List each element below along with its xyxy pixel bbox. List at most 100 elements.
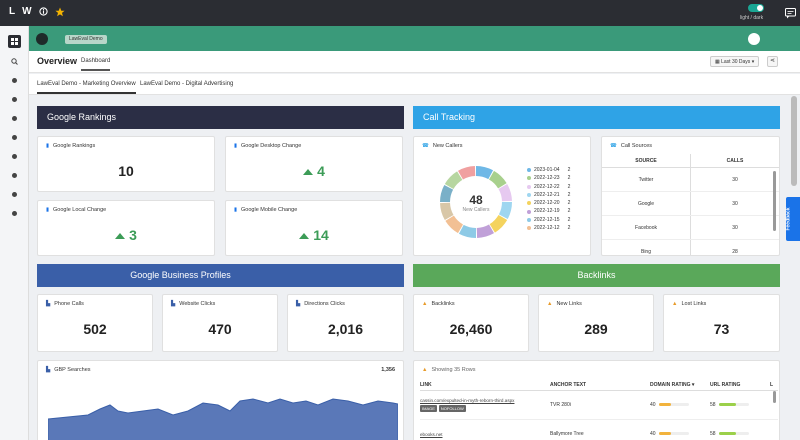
theme-toggle[interactable]: [748, 4, 764, 12]
sidebar-item-calls[interactable]: [8, 131, 21, 144]
donut-slice[interactable]: [498, 184, 512, 202]
legend-item: 2022-12-23 2: [527, 174, 570, 182]
donut-slice[interactable]: [458, 166, 476, 180]
date-range-select[interactable]: ▦ Last 30 Days ▾: [710, 56, 760, 67]
table-scrollbar[interactable]: [773, 391, 776, 403]
link-url[interactable]: ebooks.net: [420, 431, 443, 437]
bar-chart-icon: ▮: [234, 143, 238, 149]
legend-item: 2022-12-19 2: [527, 207, 570, 215]
legend-swatch: [527, 226, 531, 231]
legend-count: 2: [567, 191, 571, 198]
sidebar-item-messages[interactable]: [8, 93, 21, 106]
report-tabs: LawEval Demo - Marketing Overview LawEva…: [29, 74, 800, 95]
col-l[interactable]: L: [770, 382, 774, 388]
sidebar-item-shop[interactable]: [8, 188, 21, 201]
sidebar-item-dashboard[interactable]: [8, 35, 21, 48]
card-backlinks-table: ▲ Showing 35 Rows LINK ANCHOR TEXT DOMAIN…: [413, 360, 780, 440]
legend-count: 2: [567, 183, 571, 190]
calls-cell: 30: [732, 201, 738, 207]
donut-slice[interactable]: [498, 202, 512, 220]
call-sources-table: SOURCE CALLS Twitter 30 Google 30 Facebook…: [602, 154, 779, 255]
legend-date: 2022-12-22: [534, 183, 560, 190]
backlinks-table: LINK ANCHOR TEXT DOMAIN RATING ▾ URL RAT…: [420, 379, 778, 440]
legend-item: 2023-01-04 2: [527, 166, 570, 174]
feedback-label: Feedback: [785, 207, 792, 231]
url-rating-bar: [718, 403, 749, 407]
section-call-tracking: Call Tracking: [413, 106, 780, 129]
col-source[interactable]: SOURCE: [602, 154, 691, 167]
tab-digital-advertising[interactable]: LawEval Demo - Digital Advertising: [140, 81, 234, 87]
brand: L W: [9, 6, 65, 17]
sidebar-item-integrations[interactable]: [8, 207, 21, 220]
tab-dashboard[interactable]: Dashboard: [81, 58, 111, 71]
donut-slice[interactable]: [489, 215, 508, 233]
page-scrollbar[interactable]: [791, 96, 797, 186]
domain-rating-value: 40: [650, 431, 656, 437]
table-row: cassin.com/expulted-in-myth-reborn-third…: [420, 391, 778, 420]
chat-icon[interactable]: [785, 6, 796, 24]
domain-rating-bar: [658, 403, 689, 407]
new-callers-donut: [440, 166, 512, 238]
rows-count-label: Showing 35 Rows: [431, 367, 476, 373]
cart-icon: [12, 192, 17, 197]
legend-date: 2022-12-21: [534, 191, 560, 198]
card-label: Lost Links: [681, 301, 707, 307]
source-cell: Facebook: [602, 216, 691, 239]
tab-marketing-overview[interactable]: LawEval Demo - Marketing Overview: [37, 81, 136, 94]
app-logo[interactable]: [36, 33, 48, 45]
share-icon[interactable]: ⋖: [767, 56, 778, 67]
table-header: LINK ANCHOR TEXT DOMAIN RATING ▾ URL RAT…: [420, 379, 778, 391]
donut-slice[interactable]: [440, 184, 454, 202]
legend-count: 2: [567, 167, 571, 173]
sidebar-item-search[interactable]: [8, 55, 21, 68]
table-scrollbar[interactable]: [773, 171, 776, 231]
card-label: Call Sources: [620, 143, 653, 149]
source-cell: Bing: [602, 240, 691, 255]
table-row: Bing 28: [602, 240, 779, 255]
card-value: 10: [118, 163, 134, 179]
donut-slice[interactable]: [458, 224, 476, 238]
sidebar-item-email[interactable]: [8, 150, 21, 163]
card-label: New Links: [556, 301, 582, 307]
top-bar: L W light / dark: [0, 0, 800, 26]
col-link[interactable]: LINK: [420, 382, 432, 388]
link-url[interactable]: cassin.com/expulted-in-myth-reborn-third…: [420, 398, 515, 403]
source-cell: Twitter: [602, 168, 691, 191]
col-calls[interactable]: CALLS: [726, 158, 744, 164]
phone-icon: ☎: [422, 143, 429, 149]
logo-letter-w: W: [22, 6, 32, 17]
sidebar-item-chat[interactable]: [8, 112, 21, 125]
feedback-button[interactable]: Feedback: [786, 197, 800, 241]
donut-slice[interactable]: [476, 224, 494, 238]
info-icon[interactable]: [38, 7, 48, 16]
legend-item: 2022-12-15 2: [527, 216, 570, 224]
col-anchor-text[interactable]: ANCHOR TEXT: [550, 382, 587, 388]
legend-item: 2022-12-21 2: [527, 191, 570, 199]
card-google-rankings: ▮ Google Rankings 10: [37, 136, 215, 192]
workspace-chip[interactable]: LawEval Demo: [65, 35, 107, 44]
sidebar-item-analytics[interactable]: [8, 74, 21, 87]
people-icon: ▙: [171, 301, 176, 307]
col-url-rating[interactable]: URL RATING: [710, 382, 741, 388]
donut-slice[interactable]: [489, 170, 507, 189]
donut-slice[interactable]: [445, 215, 463, 234]
trend-up-icon: [115, 233, 126, 240]
source-cell: Google: [602, 192, 691, 215]
star-icon[interactable]: [54, 7, 65, 17]
donut-slice[interactable]: [440, 202, 454, 220]
donut-slice[interactable]: [444, 171, 463, 189]
card-label: Phone Calls: [54, 301, 84, 307]
overview-bar: Overview Dashboard ▦ Last 30 Days ▾ ⋖: [29, 51, 800, 73]
sidebar-item-locations[interactable]: [8, 169, 21, 182]
donut-total: 48: [469, 193, 483, 207]
plug-icon: [12, 211, 17, 216]
card-value: 502: [83, 321, 107, 337]
legend-date: 2022-12-12: [534, 225, 560, 232]
link-icon: ▲: [422, 301, 428, 307]
card-new-links: ▲ New Links 289: [538, 294, 654, 352]
col-domain-rating[interactable]: DOMAIN RATING ▾: [650, 382, 695, 388]
donut-slice[interactable]: [476, 166, 494, 180]
notification-bell-icon[interactable]: [748, 33, 760, 45]
legend-count: 2: [567, 175, 571, 182]
legend-item: 2022-12-20 2: [527, 199, 570, 207]
